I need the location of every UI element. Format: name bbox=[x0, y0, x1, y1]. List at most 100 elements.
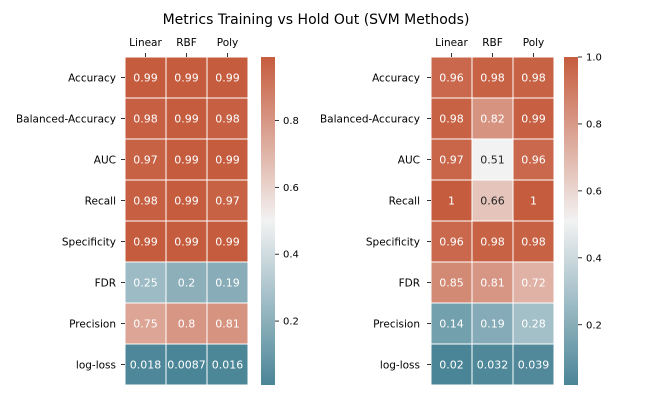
heatmap-cell bbox=[471, 343, 514, 386]
cell-value-label: 0.99 bbox=[215, 72, 240, 85]
heatmap-cell bbox=[471, 261, 514, 304]
cell-value-label: 0.98 bbox=[480, 236, 505, 249]
cell-value-label: 0.75 bbox=[133, 318, 158, 331]
cell-value-label: 0.81 bbox=[480, 277, 505, 290]
row-label: Balanced-Accuracy bbox=[16, 114, 116, 126]
cell-value-label: 0.039 bbox=[518, 359, 550, 372]
colorbar-tick-label: 0.6 bbox=[586, 186, 602, 197]
heatmap-cell bbox=[512, 302, 555, 345]
row-label: Balanced-Accuracy bbox=[320, 114, 420, 126]
heatmap-cell bbox=[430, 302, 473, 345]
row-label: log-loss bbox=[76, 360, 116, 372]
cell-value-label: 0.016 bbox=[212, 359, 244, 372]
heatmap-cell bbox=[512, 220, 555, 263]
cell-value-label: 0.66 bbox=[480, 195, 505, 208]
cell-value-label: 0.99 bbox=[521, 113, 546, 126]
heatmap-cell bbox=[471, 220, 514, 263]
row-label: Recall bbox=[85, 196, 116, 208]
cell-value-label: 0.99 bbox=[174, 154, 199, 167]
colorbar bbox=[261, 57, 275, 385]
cell-value-label: 0.81 bbox=[215, 318, 240, 331]
cell-value-label: 0.98 bbox=[439, 113, 464, 126]
cell-value-label: 0.98 bbox=[133, 195, 158, 208]
colorbar-tick-label: 0.4 bbox=[586, 253, 602, 264]
heatmap-cell bbox=[165, 261, 208, 304]
column-label: RBF bbox=[176, 37, 197, 49]
cell-value-label: 0.032 bbox=[477, 359, 509, 372]
heatmap-cell bbox=[206, 343, 249, 386]
cell-value-label: 0.96 bbox=[521, 154, 546, 167]
row-label: AUC bbox=[94, 155, 116, 167]
cell-value-label: 0.25 bbox=[133, 277, 158, 290]
colorbar-tick-label: 0.6 bbox=[283, 183, 299, 194]
colorbar-tick-label: 0.4 bbox=[283, 250, 299, 261]
cell-value-label: 0.19 bbox=[215, 277, 240, 290]
row-label: log-loss bbox=[380, 360, 420, 372]
heatmap-cell bbox=[206, 261, 249, 304]
column-label: Linear bbox=[129, 37, 162, 49]
cell-value-label: 0.02 bbox=[439, 359, 464, 372]
row-label: FDR bbox=[95, 278, 116, 290]
row-label: FDR bbox=[399, 278, 420, 290]
heatmap-cell bbox=[471, 138, 514, 181]
heatmap-cell bbox=[124, 179, 167, 222]
cell-value-label: 1 bbox=[530, 195, 537, 208]
column-label: RBF bbox=[482, 37, 503, 49]
column-label: Linear bbox=[435, 37, 468, 49]
cell-value-label: 0.14 bbox=[439, 318, 464, 331]
heatmap-cell bbox=[512, 343, 555, 386]
colorbar-tick-label: 0.2 bbox=[283, 317, 299, 328]
colorbar-tick-label: 0.2 bbox=[586, 320, 602, 331]
cell-value-label: 0.99 bbox=[133, 236, 158, 249]
cell-value-label: 0.97 bbox=[439, 154, 464, 167]
cell-value-label: 0.97 bbox=[215, 195, 240, 208]
cell-value-label: 0.98 bbox=[521, 236, 546, 249]
cell-value-label: 0.99 bbox=[133, 72, 158, 85]
row-label: Accuracy bbox=[68, 73, 116, 85]
heatmap-cell bbox=[206, 302, 249, 345]
row-label: Accuracy bbox=[372, 73, 420, 85]
cell-value-label: 0.018 bbox=[130, 359, 162, 372]
heatmap-cell bbox=[512, 97, 555, 140]
heatmap-cell bbox=[206, 97, 249, 140]
heatmap-cell bbox=[165, 302, 208, 345]
cell-value-label: 0.99 bbox=[174, 72, 199, 85]
colorbar-tick-label: 0.8 bbox=[283, 116, 299, 127]
cell-value-label: 1 bbox=[448, 195, 455, 208]
heatmap-cell bbox=[206, 179, 249, 222]
cell-value-label: 0.82 bbox=[480, 113, 505, 126]
cell-value-label: 0.51 bbox=[480, 154, 505, 167]
cell-value-label: 0.99 bbox=[174, 113, 199, 126]
heatmap-cell bbox=[124, 302, 167, 345]
row-label: Specificity bbox=[366, 237, 420, 249]
cell-value-label: 0.0087 bbox=[167, 359, 206, 372]
heatmap-cell bbox=[430, 97, 473, 140]
heatmap-cell bbox=[165, 220, 208, 263]
heatmap-cell bbox=[165, 343, 208, 386]
heatmap-cell bbox=[124, 343, 167, 386]
cell-value-label: 0.19 bbox=[480, 318, 505, 331]
cell-value-label: 0.85 bbox=[439, 277, 464, 290]
cell-value-label: 0.99 bbox=[215, 154, 240, 167]
chart-title: Metrics Training vs Hold Out (SVM Method… bbox=[163, 12, 470, 28]
cell-value-label: 0.99 bbox=[215, 236, 240, 249]
colorbar-tick-label: 0.8 bbox=[586, 119, 602, 130]
heatmap-training: 0.99 0.99 0.99 0.98 0.99 0.98 0.97 0.99 0.99 0.98… bbox=[16, 37, 299, 386]
row-label: Specificity bbox=[62, 237, 116, 249]
row-label: Precision bbox=[69, 319, 116, 331]
cell-value-label: 0.8 bbox=[178, 318, 196, 331]
column-label: Poly bbox=[523, 37, 545, 49]
heatmap-cell bbox=[165, 138, 208, 181]
heatmap-cell bbox=[512, 138, 555, 181]
cell-value-label: 0.97 bbox=[133, 154, 158, 167]
row-label: Recall bbox=[389, 196, 420, 208]
cell-value-label: 0.96 bbox=[439, 72, 464, 85]
heatmap-cell bbox=[471, 179, 514, 222]
row-label: AUC bbox=[398, 155, 420, 167]
cell-value-label: 0.96 bbox=[439, 236, 464, 249]
cell-value-label: 0.99 bbox=[174, 195, 199, 208]
column-label: Poly bbox=[217, 37, 239, 49]
cell-value-label: 0.98 bbox=[215, 113, 240, 126]
heatmap-holdout: 0.96 0.98 0.98 0.98 0.82 0.99 0.97 0.51 0.96 1 0.6… bbox=[320, 37, 602, 386]
heatmap-cell bbox=[165, 56, 208, 99]
